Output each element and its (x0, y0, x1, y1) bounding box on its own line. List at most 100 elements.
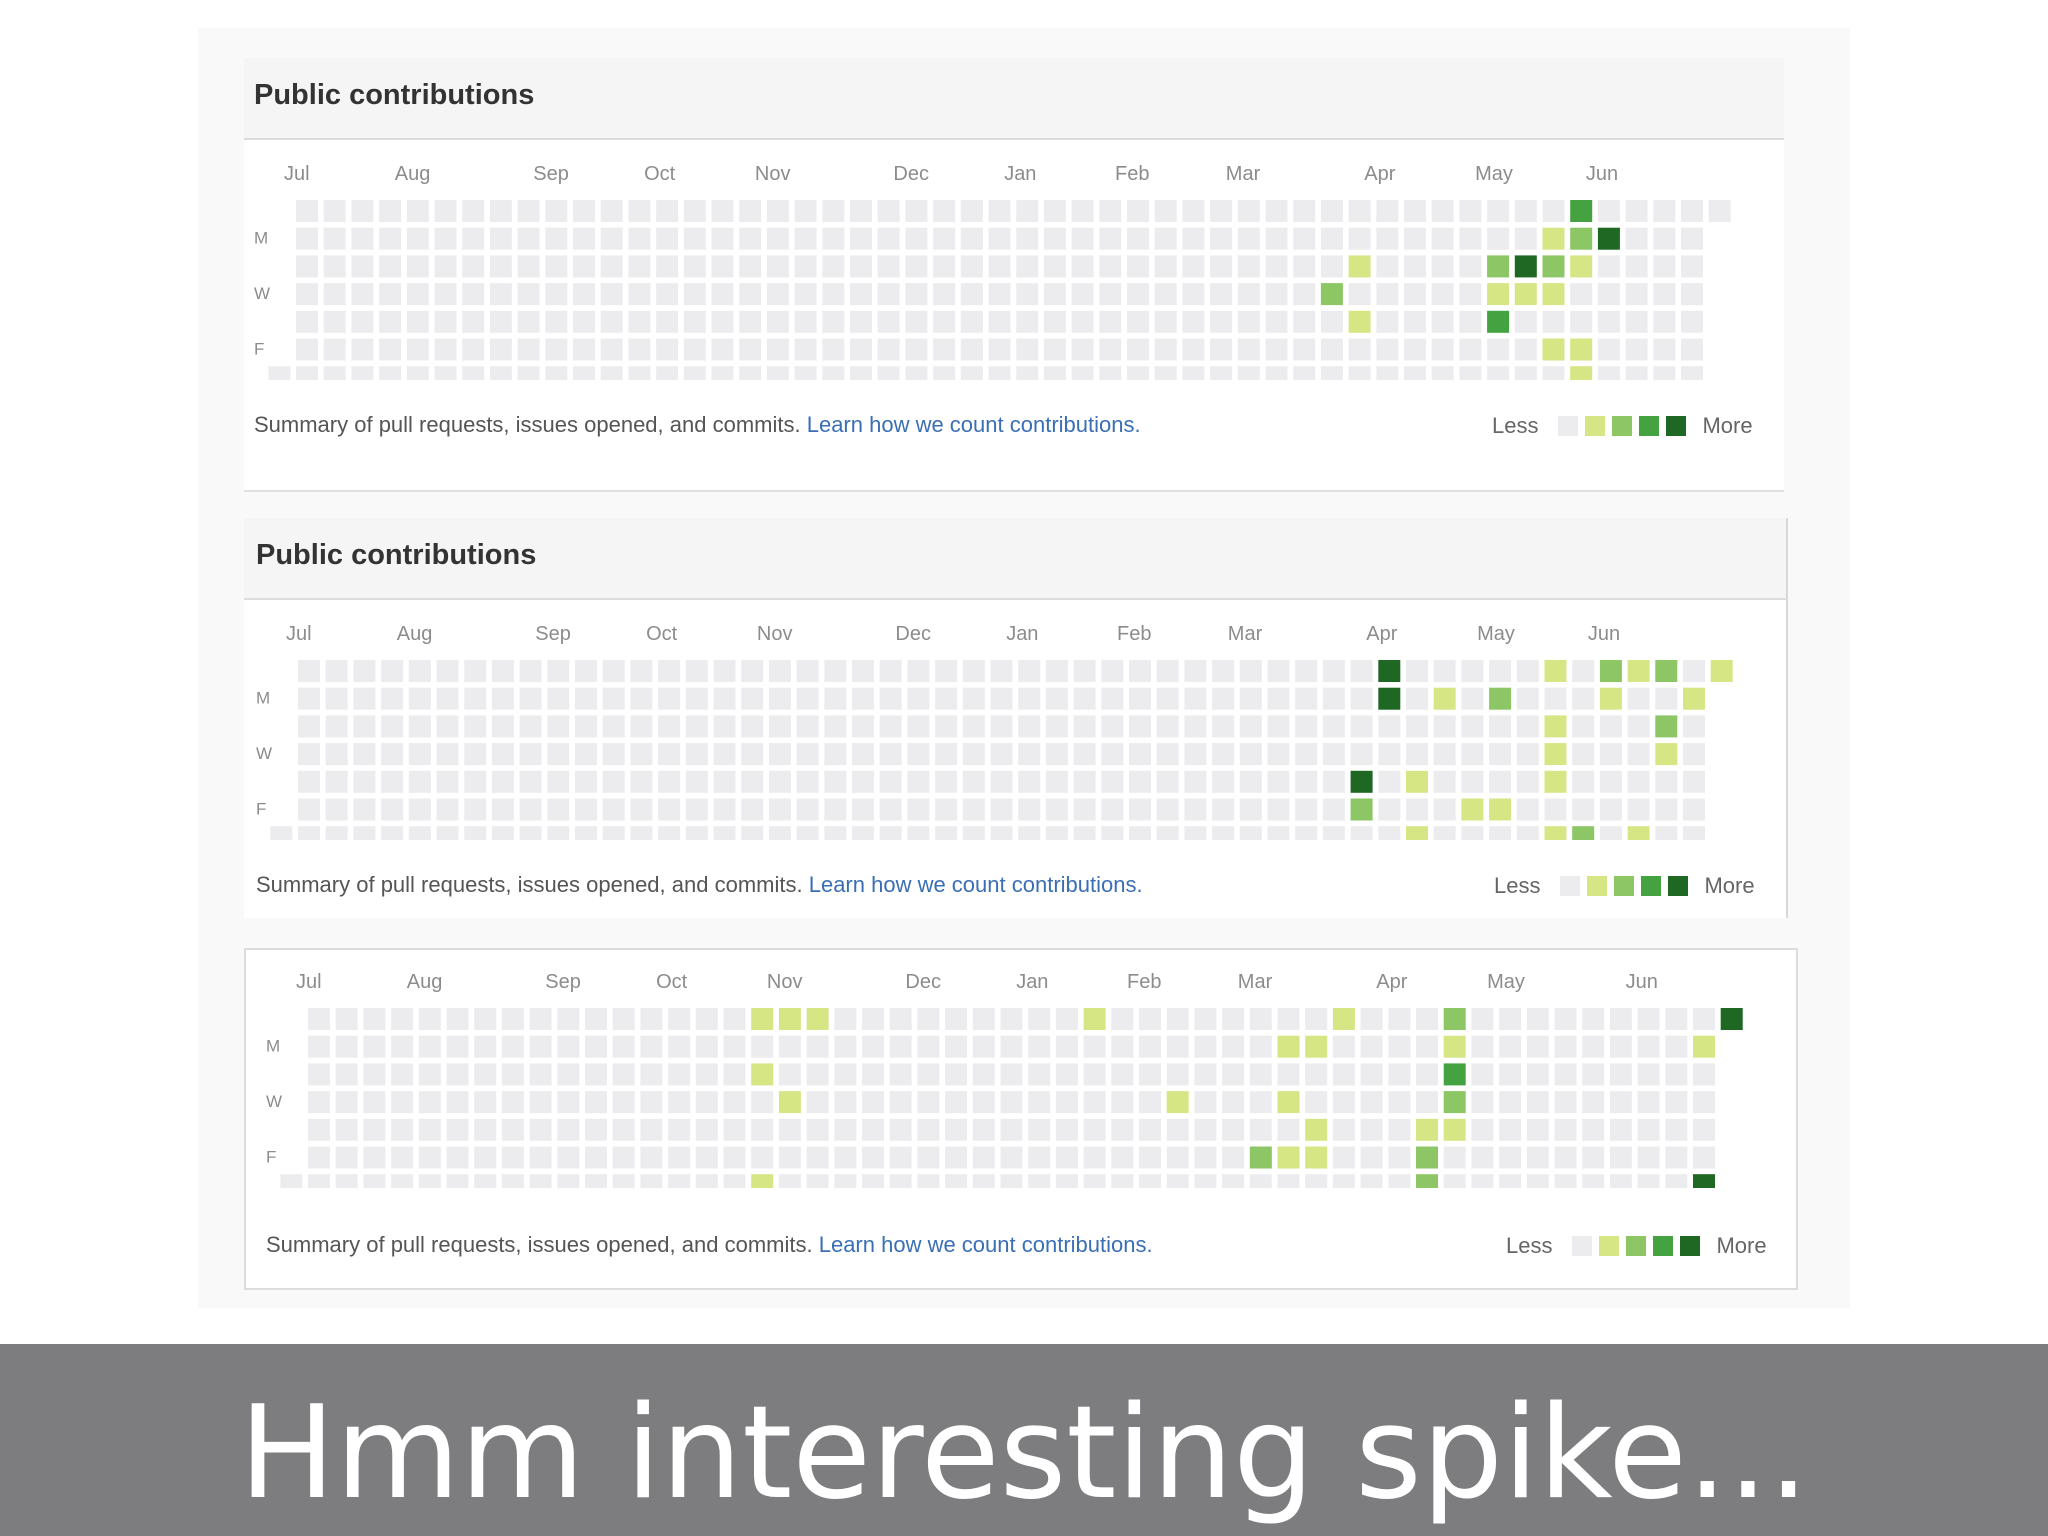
contribution-day[interactable] (547, 770, 570, 793)
contribution-day[interactable] (446, 1035, 469, 1058)
contribution-day[interactable] (796, 826, 819, 840)
contribution-day[interactable] (585, 1008, 607, 1030)
contribution-day[interactable] (1681, 366, 1703, 380)
contribution-day[interactable] (1101, 826, 1124, 840)
contribution-day[interactable] (935, 770, 958, 793)
contribution-day[interactable] (474, 1008, 497, 1030)
contribution-day[interactable] (1599, 660, 1622, 682)
contribution-day[interactable] (517, 366, 540, 380)
contribution-day[interactable] (739, 227, 762, 250)
contribution-day[interactable] (1071, 227, 1094, 250)
contribution-day[interactable] (353, 687, 376, 710)
contribution-day[interactable] (852, 798, 874, 821)
contribution-day[interactable] (723, 1146, 746, 1169)
contribution-day[interactable] (1293, 283, 1316, 306)
contribution-day[interactable] (1182, 227, 1205, 250)
contribution-day[interactable] (778, 1091, 801, 1114)
contribution-day[interactable] (1166, 1035, 1189, 1058)
contribution-day[interactable] (1182, 283, 1205, 306)
contribution-day[interactable] (612, 1063, 635, 1086)
contribution-day[interactable] (1045, 687, 1068, 710)
contribution-day[interactable] (517, 227, 540, 250)
contribution-day[interactable] (656, 200, 679, 222)
contribution-day[interactable] (1277, 1146, 1300, 1169)
contribution-day[interactable] (298, 715, 320, 738)
contribution-day[interactable] (491, 798, 514, 821)
contribution-day[interactable] (1653, 366, 1676, 380)
contribution-day[interactable] (917, 1063, 940, 1086)
contribution-day[interactable] (1267, 715, 1290, 738)
contribution-day[interactable] (434, 366, 457, 380)
contribution-day[interactable] (683, 227, 706, 250)
contribution-day[interactable] (1028, 1146, 1051, 1169)
contribution-day[interactable] (1348, 366, 1371, 380)
contribution-day[interactable] (1249, 1063, 1272, 1086)
contribution-day[interactable] (1443, 1118, 1466, 1141)
contribution-day[interactable] (391, 1008, 414, 1030)
contribution-day[interactable] (723, 1091, 746, 1114)
contribution-day[interactable] (1542, 200, 1565, 222)
contribution-day[interactable] (1544, 743, 1567, 766)
contribution-day[interactable] (557, 1008, 580, 1030)
contribution-day[interactable] (446, 1091, 469, 1114)
contribution-day[interactable] (741, 826, 764, 840)
contribution-day[interactable] (630, 798, 653, 821)
contribution-day[interactable] (1499, 1063, 1522, 1086)
contribution-day[interactable] (768, 660, 791, 682)
contribution-day[interactable] (1055, 1008, 1078, 1030)
contribution-day[interactable] (794, 255, 817, 278)
contribution-day[interactable] (1582, 1063, 1605, 1086)
contribution-day[interactable] (1489, 826, 1512, 840)
contribution-day[interactable] (778, 1035, 801, 1058)
contribution-day[interactable] (1139, 1008, 1161, 1030)
contribution-day[interactable] (379, 366, 402, 380)
contribution-day[interactable] (822, 338, 845, 361)
contribution-day[interactable] (434, 338, 457, 361)
contribution-day[interactable] (1166, 1146, 1189, 1169)
contribution-day[interactable] (1378, 660, 1401, 682)
contribution-day[interactable] (434, 283, 457, 306)
contribution-day[interactable] (1016, 283, 1039, 306)
contribution-day[interactable] (711, 200, 734, 222)
contribution-day[interactable] (685, 660, 708, 682)
contribution-day[interactable] (1295, 715, 1318, 738)
contribution-day[interactable] (1599, 826, 1622, 840)
contribution-day[interactable] (1043, 366, 1066, 380)
contribution-day[interactable] (1516, 743, 1539, 766)
contribution-day[interactable] (1433, 715, 1456, 738)
contribution-day[interactable] (1625, 227, 1648, 250)
contribution-day[interactable] (391, 1146, 414, 1169)
contribution-day[interactable] (464, 687, 487, 710)
contribution-day[interactable] (602, 743, 625, 766)
contribution-day[interactable] (1154, 310, 1177, 333)
contribution-day[interactable] (1350, 660, 1373, 682)
contribution-day[interactable] (945, 1146, 968, 1169)
contribution-day[interactable] (1554, 1035, 1577, 1058)
contribution-day[interactable] (1322, 826, 1345, 840)
contribution-day[interactable] (1212, 687, 1235, 710)
contribution-day[interactable] (834, 1063, 857, 1086)
contribution-day[interactable] (656, 338, 679, 361)
contribution-day[interactable] (1055, 1118, 1078, 1141)
contribution-day[interactable] (962, 743, 985, 766)
contribution-day[interactable] (489, 200, 512, 222)
contribution-day[interactable] (557, 1146, 580, 1169)
contribution-day[interactable] (600, 338, 623, 361)
contribution-day[interactable] (1222, 1035, 1245, 1058)
contribution-day[interactable] (1249, 1118, 1272, 1141)
contribution-day[interactable] (862, 1174, 884, 1188)
contribution-day[interactable] (1016, 338, 1039, 361)
contribution-day[interactable] (739, 366, 762, 380)
contribution-day[interactable] (640, 1174, 663, 1188)
contribution-day[interactable] (1210, 255, 1233, 278)
contribution-day[interactable] (1459, 200, 1482, 222)
contribution-day[interactable] (778, 1008, 801, 1030)
contribution-day[interactable] (529, 1091, 552, 1114)
contribution-day[interactable] (1406, 743, 1428, 766)
contribution-day[interactable] (1572, 743, 1595, 766)
contribution-day[interactable] (862, 1035, 884, 1058)
contribution-day[interactable] (933, 227, 956, 250)
contribution-day[interactable] (1693, 1146, 1715, 1169)
contribution-day[interactable] (1129, 770, 1151, 793)
contribution-day[interactable] (796, 660, 819, 682)
